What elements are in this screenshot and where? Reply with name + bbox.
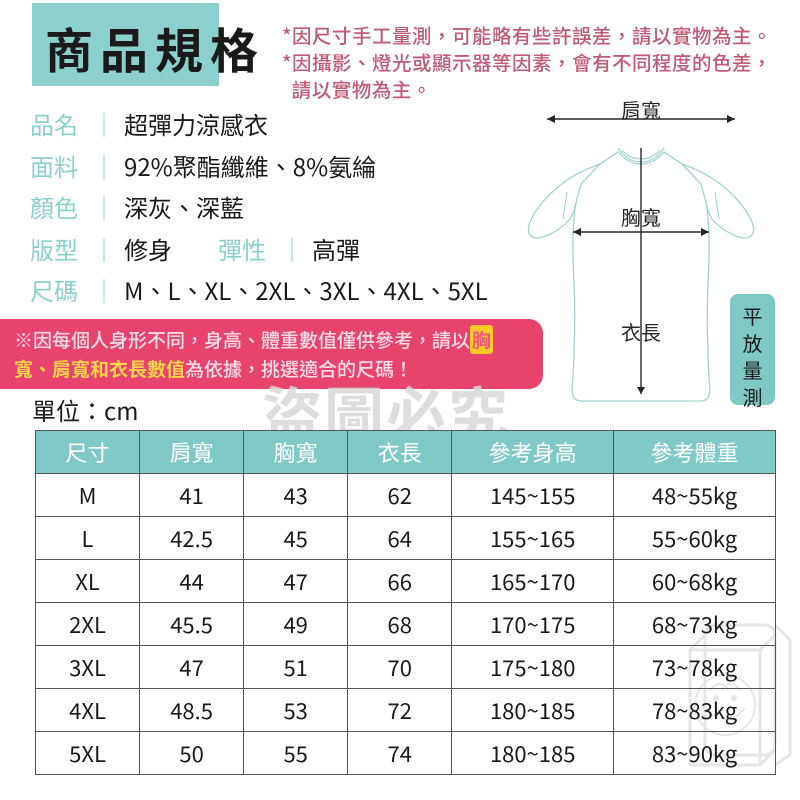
svg-text:衣長: 衣長 <box>621 317 661 346</box>
svg-text:肩寬: 肩寬 <box>621 100 661 124</box>
